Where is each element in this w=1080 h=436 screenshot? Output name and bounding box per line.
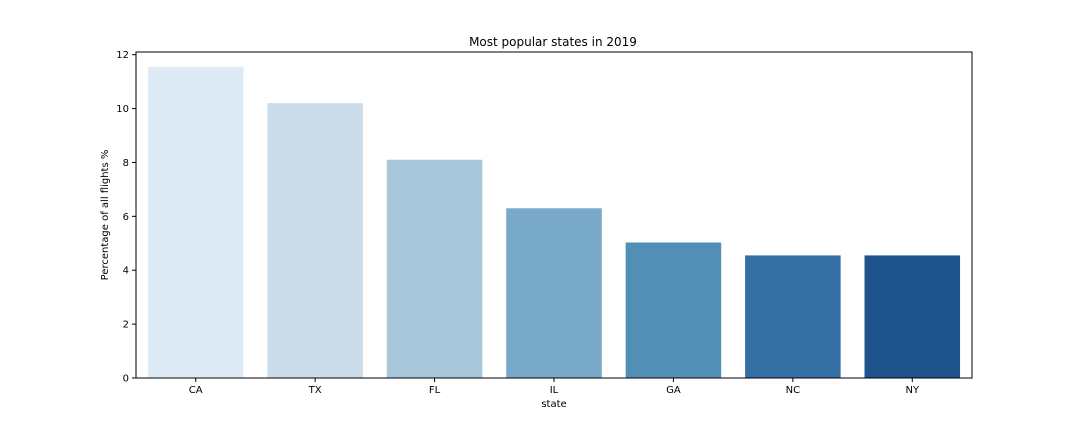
x-tick-label: IL xyxy=(550,385,559,396)
y-axis-ticks: 0 2 4 6 8 10 12 xyxy=(116,50,136,385)
x-tick-label: TX xyxy=(308,385,322,396)
x-tick-label: NC xyxy=(786,385,800,396)
x-axis-label: state xyxy=(541,399,566,410)
x-tick-label: FL xyxy=(429,385,441,396)
bar-ny xyxy=(864,255,961,378)
y-tick-label: 8 xyxy=(123,158,129,169)
bar-nc xyxy=(745,255,841,378)
bar-il xyxy=(506,208,602,378)
y-tick-label: 6 xyxy=(123,212,129,223)
bars-layer xyxy=(147,66,961,378)
bar-ga xyxy=(625,242,722,378)
y-tick-label: 2 xyxy=(123,320,129,331)
bar-tx xyxy=(267,103,363,378)
bar-fl xyxy=(386,159,483,378)
x-tick-label: CA xyxy=(189,385,203,396)
chart-title: Most popular states in 2019 xyxy=(469,35,637,49)
y-tick-label: 0 xyxy=(123,374,129,385)
bar-ca xyxy=(147,66,244,378)
x-tick-label: GA xyxy=(666,385,681,396)
y-tick-label: 10 xyxy=(116,104,129,115)
y-tick-label: 12 xyxy=(116,50,129,61)
y-tick-label: 4 xyxy=(123,266,129,277)
x-tick-label: NY xyxy=(905,385,919,396)
y-axis-label: Percentage of all flights % xyxy=(100,150,111,281)
plot-frame xyxy=(135,51,973,379)
x-axis-ticks: CA TX FL IL GA NC NY xyxy=(189,378,920,396)
